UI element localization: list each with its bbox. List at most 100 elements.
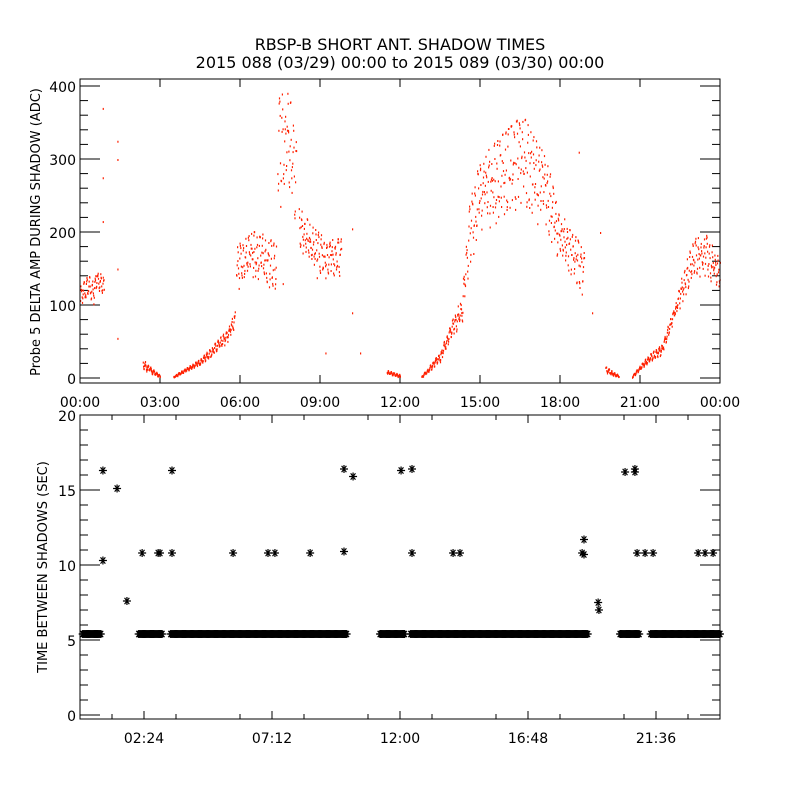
- amplitude-point: [217, 340, 219, 343]
- amplitude-point: [669, 323, 671, 326]
- amplitude-point: [309, 223, 311, 226]
- amplitude-point: [246, 269, 249, 272]
- amplitude-point: [478, 187, 480, 190]
- amplitude-point: [540, 185, 542, 188]
- amplitude-point: [566, 231, 569, 233]
- y-tick-label: 200: [49, 226, 76, 242]
- amplitude-point: [286, 151, 288, 154]
- amplitude-point: [688, 269, 690, 272]
- amplitude-point: [545, 204, 547, 207]
- amplitude-point: [506, 206, 508, 209]
- amplitude-point: [320, 238, 322, 241]
- amplitude-point: [706, 242, 708, 245]
- amplitude-point: [387, 371, 389, 374]
- amplitude-point: [653, 350, 655, 353]
- amplitude-point: [314, 253, 316, 256]
- amplitude-point: [82, 297, 84, 300]
- amplitude-point: [423, 373, 425, 376]
- amplitude-point: [693, 259, 695, 262]
- amplitude-point: [494, 142, 496, 145]
- amplitude-point: [282, 108, 284, 111]
- amplitude-point: [302, 235, 304, 238]
- amplitude-point: [661, 344, 663, 347]
- amplitude-point: [254, 261, 256, 264]
- amplitude-point: [459, 314, 461, 317]
- amplitude-point: [541, 164, 543, 167]
- amplitude-point: [556, 254, 558, 257]
- amplitude-point: [464, 285, 467, 288]
- amplitude-point: [521, 131, 523, 134]
- amplitude-point: [465, 273, 467, 276]
- amplitude-point: [298, 208, 300, 211]
- amplitude-point: [295, 181, 297, 184]
- amplitude-point: [459, 302, 462, 305]
- amplitude-point: [293, 175, 295, 178]
- amplitude-point: [513, 161, 515, 164]
- amplitude-point: [206, 354, 208, 357]
- amplitude-point: [453, 327, 456, 330]
- y-tick-label: 0: [67, 372, 76, 388]
- amplitude-point: [92, 288, 94, 291]
- bottom-panel-time-between: TIME BETWEEN SHADOWS (SEC) 02:24 07:12 12:…: [36, 409, 724, 747]
- amplitude-point: [699, 266, 701, 269]
- amplitude-point: [317, 242, 319, 245]
- amplitude-point: [240, 265, 242, 268]
- amplitude-point: [717, 271, 720, 274]
- amplitude-point: [339, 253, 341, 256]
- amplitude-point: [293, 146, 295, 149]
- amplitude-point: [574, 239, 577, 242]
- amplitude-point: [305, 250, 307, 253]
- amplitude-point: [552, 187, 554, 190]
- amplitude-point: [655, 356, 657, 358]
- amplitude-point: [693, 264, 695, 267]
- amplitude-point: [649, 358, 651, 361]
- chart-title: RBSP-B SHORT ANT. SHADOW TIMES: [255, 35, 546, 54]
- amplitude-point: [508, 176, 511, 179]
- interval-outlier-point: [449, 549, 458, 557]
- amplitude-point: [482, 176, 485, 179]
- amplitude-point: [504, 148, 507, 151]
- amplitude-point: [502, 133, 504, 136]
- amplitude-point: [254, 231, 256, 234]
- amplitude-point: [683, 287, 685, 290]
- amplitude-point: [479, 200, 481, 202]
- amplitude-point: [340, 238, 342, 241]
- amplitude-point: [475, 220, 477, 223]
- amplitude-point: [582, 270, 584, 273]
- amplitude-point: [433, 361, 435, 364]
- amplitude-point: [331, 246, 333, 249]
- amplitude-point: [242, 244, 244, 247]
- interval-outlier-point: [340, 465, 348, 473]
- amplitude-point: [152, 372, 154, 375]
- amplitude-point: [578, 281, 580, 283]
- amplitude-point: [673, 310, 675, 313]
- amplitude-point: [481, 228, 483, 231]
- amplitude-point: [695, 254, 698, 257]
- amplitude-point: [202, 360, 204, 363]
- amplitude-point: [637, 369, 639, 372]
- amplitude-point: [543, 191, 545, 194]
- amplitude-point: [565, 259, 567, 262]
- amplitude-point: [475, 215, 477, 218]
- amplitude-point: [222, 343, 224, 345]
- amplitude-point: [490, 178, 493, 181]
- amplitude-point: [581, 261, 583, 264]
- amplitude-point: [513, 133, 515, 136]
- amplitude-point: [220, 336, 222, 339]
- amplitude-point: [90, 291, 92, 294]
- interval-outlier-point: [229, 549, 238, 557]
- amplitude-point: [559, 249, 562, 252]
- amplitude-point: [99, 286, 101, 289]
- amplitude-point: [461, 312, 463, 315]
- amplitude-point: [664, 335, 666, 338]
- amplitude-point: [238, 272, 240, 275]
- amplitude-point: [267, 253, 270, 256]
- amplitude-point: [265, 248, 267, 251]
- amplitude-point: [704, 252, 706, 255]
- amplitude-point: [327, 268, 329, 271]
- amplitude-point: [194, 364, 196, 367]
- amplitude-point: [691, 273, 693, 276]
- amplitude-point: [715, 264, 717, 266]
- amplitude-point: [519, 127, 521, 130]
